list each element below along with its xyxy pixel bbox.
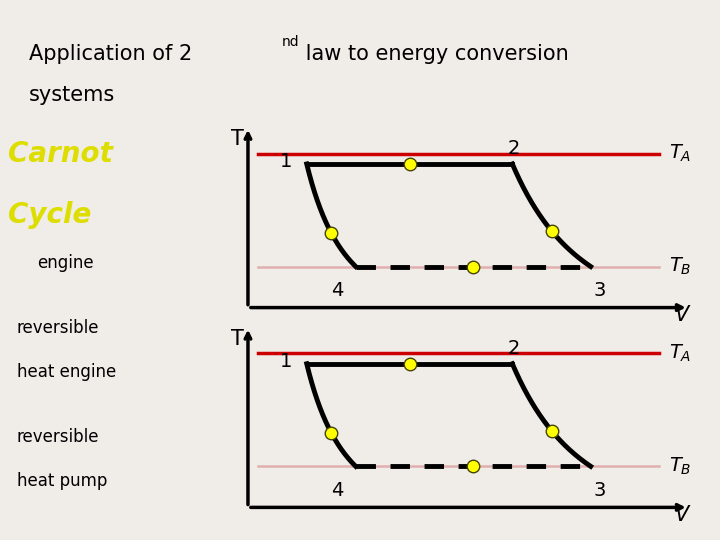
- Text: 4: 4: [331, 481, 343, 500]
- Text: Cycle: Cycle: [9, 201, 91, 229]
- Text: T: T: [231, 129, 243, 149]
- Text: $T_A$: $T_A$: [669, 143, 691, 164]
- Text: heat pump: heat pump: [17, 472, 107, 490]
- Text: 1: 1: [280, 352, 292, 371]
- Text: 3: 3: [593, 281, 606, 300]
- Text: law to energy conversion: law to energy conversion: [299, 44, 569, 64]
- Text: $T_B$: $T_B$: [669, 456, 691, 477]
- Text: V: V: [674, 305, 688, 325]
- Text: T: T: [231, 329, 243, 349]
- Text: 2: 2: [508, 339, 520, 357]
- Text: reversible: reversible: [17, 428, 99, 446]
- Text: reversible: reversible: [17, 319, 99, 336]
- Text: engine: engine: [37, 254, 94, 272]
- Text: $T_B$: $T_B$: [669, 256, 691, 277]
- Text: 3: 3: [593, 481, 606, 500]
- Text: Application of 2: Application of 2: [29, 44, 192, 64]
- Text: nd: nd: [282, 35, 300, 49]
- Text: V: V: [674, 505, 688, 525]
- Text: heat engine: heat engine: [17, 363, 116, 381]
- Text: 1: 1: [280, 152, 292, 171]
- Text: Carnot: Carnot: [9, 140, 113, 168]
- Text: 4: 4: [331, 281, 343, 300]
- Text: systems: systems: [29, 85, 115, 105]
- Text: $T_A$: $T_A$: [669, 343, 691, 364]
- Text: 2: 2: [508, 139, 520, 158]
